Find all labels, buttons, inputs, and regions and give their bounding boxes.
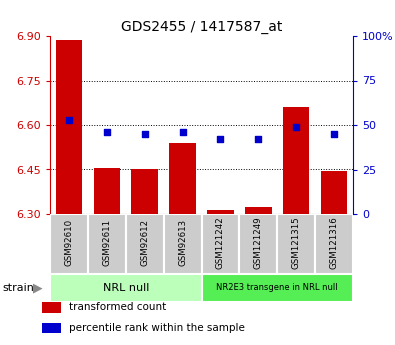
Text: GSM121249: GSM121249 <box>254 217 263 269</box>
Text: GSM121315: GSM121315 <box>292 216 301 269</box>
Bar <box>126 214 164 274</box>
Text: GSM92611: GSM92611 <box>102 219 111 266</box>
Bar <box>201 214 239 274</box>
Bar <box>315 214 353 274</box>
Bar <box>239 214 277 274</box>
Point <box>66 117 72 122</box>
Bar <box>283 107 309 214</box>
Bar <box>277 214 315 274</box>
Point <box>217 137 224 142</box>
Point <box>255 137 261 142</box>
Point <box>103 129 110 135</box>
Text: GSM92610: GSM92610 <box>64 219 73 266</box>
Bar <box>207 210 234 214</box>
Text: GSM92612: GSM92612 <box>140 219 149 266</box>
Bar <box>56 40 82 214</box>
Bar <box>42 302 61 313</box>
Bar <box>321 171 347 214</box>
Text: GSM121316: GSM121316 <box>329 216 339 269</box>
Point <box>293 124 299 129</box>
Bar <box>50 274 201 302</box>
Point <box>179 129 186 135</box>
Bar <box>42 323 61 333</box>
Point <box>141 131 148 137</box>
Bar <box>164 214 201 274</box>
Text: GSM121242: GSM121242 <box>216 216 225 269</box>
Text: strain: strain <box>2 283 34 293</box>
Point <box>331 131 337 137</box>
Bar <box>88 214 126 274</box>
Bar <box>201 274 353 302</box>
Text: transformed count: transformed count <box>68 302 166 312</box>
Text: GSM92613: GSM92613 <box>178 219 187 266</box>
Text: NR2E3 transgene in NRL null: NR2E3 transgene in NRL null <box>216 284 338 293</box>
Bar <box>169 144 196 214</box>
Bar <box>245 207 272 214</box>
Bar <box>50 214 88 274</box>
Title: GDS2455 / 1417587_at: GDS2455 / 1417587_at <box>121 20 282 33</box>
Text: NRL null: NRL null <box>103 283 149 293</box>
Bar <box>94 168 120 214</box>
Text: percentile rank within the sample: percentile rank within the sample <box>68 323 245 333</box>
Bar <box>132 169 158 214</box>
Text: ▶: ▶ <box>33 282 42 295</box>
